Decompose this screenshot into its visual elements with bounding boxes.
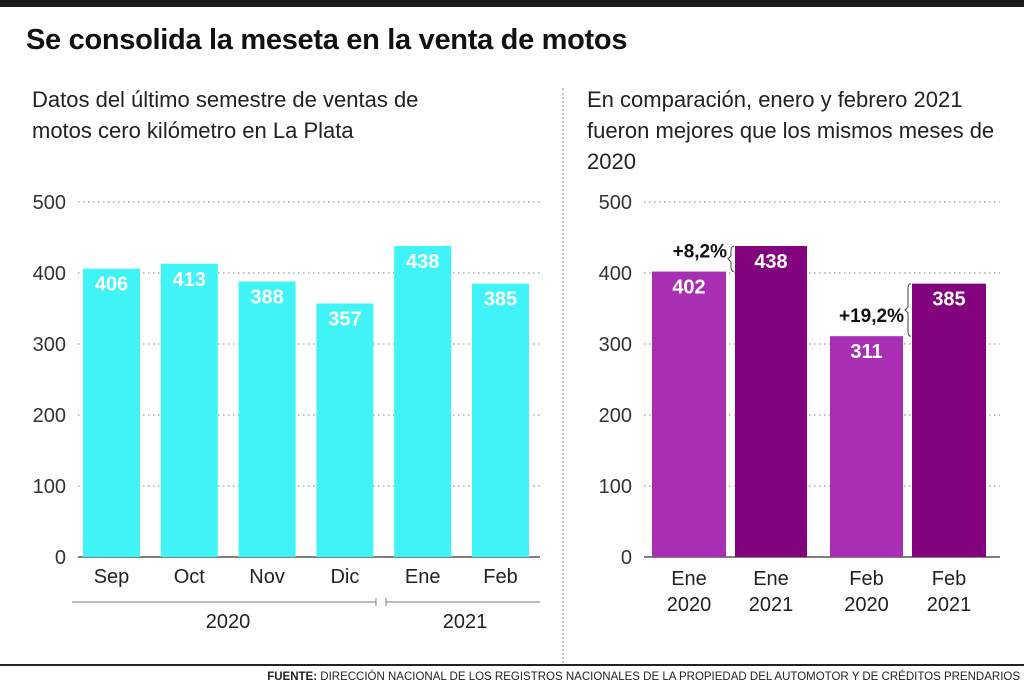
source-text: DIRECCIÓN NACIONAL DE LOS REGISTROS NACI…: [317, 671, 1020, 683]
group-label-2020: 2020: [206, 611, 251, 633]
right-data-label: 385: [932, 289, 965, 311]
page-title: Se consolida la meseta en la venta de mo…: [26, 24, 628, 56]
left-data-label: 357: [328, 309, 361, 331]
right-bar-ene-2020: [652, 271, 726, 557]
left-y-tick: 400: [33, 263, 66, 285]
right-x-tick-month: Feb: [932, 568, 966, 590]
left-data-label: 406: [95, 274, 128, 296]
panel-divider: [562, 88, 564, 663]
left-y-tick: 300: [33, 334, 66, 356]
left-bar-feb: [472, 283, 529, 557]
left-x-tick-label: Oct: [174, 566, 206, 588]
left-x-tick-label: Sep: [94, 566, 130, 588]
right-y-tick: 400: [599, 263, 632, 285]
right-x-tick-month: Ene: [671, 568, 707, 590]
right-y-tick: 200: [599, 405, 632, 427]
left-bar-sep: [83, 268, 140, 557]
right-data-label: 438: [754, 251, 787, 273]
left-data-label: 413: [173, 269, 206, 291]
left-data-label: 388: [250, 287, 283, 309]
right-bar-feb-2021: [912, 283, 986, 557]
source-label: FUENTE:: [267, 671, 318, 683]
change-brace: [904, 283, 912, 337]
left-chart-subtitle: Datos del último semestre de ventas de m…: [32, 87, 419, 143]
change-brace: [727, 245, 735, 273]
left-x-tick-label: Feb: [483, 566, 517, 588]
right-bar-ene-2021: [735, 246, 807, 557]
footer-rule: [0, 664, 1024, 666]
right-y-tick: 0: [621, 547, 632, 569]
change-annotation: +19,2%: [839, 306, 904, 327]
right-y-tick: 100: [599, 476, 632, 498]
right-data-label: 311: [850, 341, 882, 363]
source-note: FUENTE: DIRECCIÓN NACIONAL DE LOS REGIST…: [267, 671, 1020, 683]
left-x-tick-label: Nov: [249, 566, 285, 588]
right-data-label: 402: [672, 277, 705, 299]
right-x-tick-year: 2020: [844, 594, 889, 616]
right-x-tick-year: 2020: [667, 594, 712, 616]
right-x-tick-month: Ene: [753, 568, 789, 590]
group-label-2021: 2021: [443, 611, 488, 633]
right-y-tick: 300: [599, 334, 632, 356]
left-x-tick-label: Dic: [330, 566, 359, 588]
left-data-label: 438: [406, 251, 439, 273]
left-y-tick: 0: [55, 547, 66, 569]
right-x-tick-year: 2021: [927, 594, 972, 616]
left-data-label: 385: [484, 289, 517, 311]
right-chart-subtitle: En comparación, enero y febrero 2021 fue…: [587, 87, 995, 174]
left-bar-ene: [394, 246, 452, 557]
right-y-tick: 500: [599, 192, 632, 214]
left-x-tick-label: Ene: [405, 566, 441, 588]
left-bar-nov: [238, 281, 296, 557]
left-bar-dic: [316, 303, 374, 557]
top-bar: [0, 0, 1024, 7]
left-y-tick: 100: [33, 476, 66, 498]
left-y-tick: 200: [33, 405, 66, 427]
left-bar-oct: [160, 263, 218, 557]
left-y-tick: 500: [33, 192, 66, 214]
change-annotation: +8,2%: [673, 242, 728, 263]
right-x-tick-year: 2021: [749, 594, 794, 616]
right-x-tick-month: Feb: [849, 568, 883, 590]
right-bar-feb-2020: [830, 336, 903, 557]
